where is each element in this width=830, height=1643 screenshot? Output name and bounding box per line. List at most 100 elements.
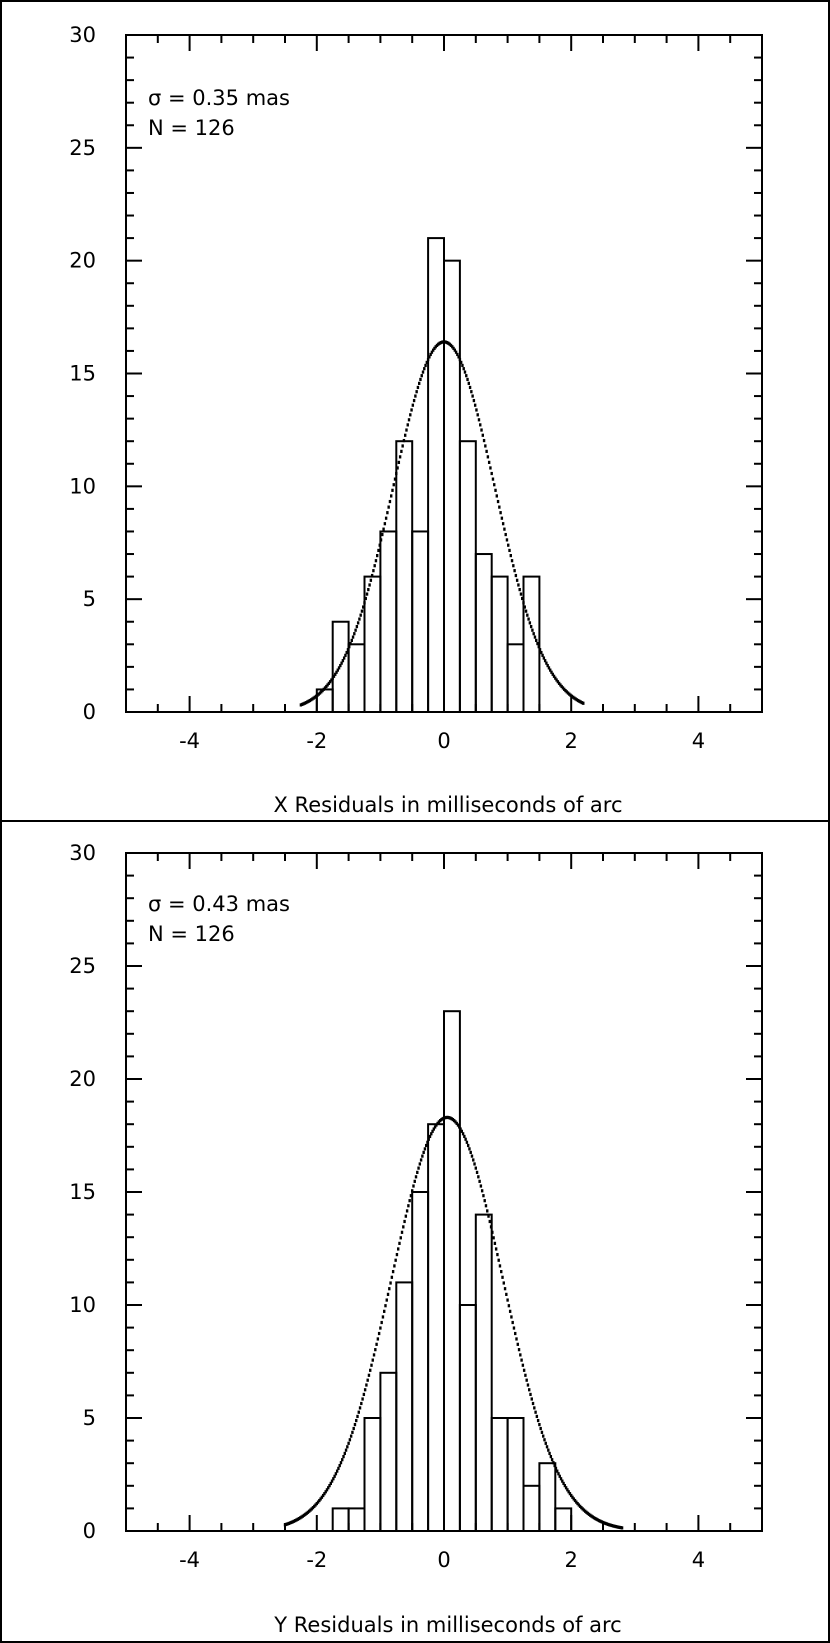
fit-curve-point xyxy=(498,1264,502,1268)
histogram-bar xyxy=(458,1304,477,1532)
fit-curve-point xyxy=(571,1495,574,1499)
fit-curve-point xyxy=(331,676,334,680)
fit-curve-point xyxy=(419,377,422,382)
fit-curve-point xyxy=(437,342,440,346)
fit-curve-point xyxy=(489,466,492,470)
fit-curve-point xyxy=(451,1117,455,1122)
fit-curve-point xyxy=(286,1522,289,1526)
fit-curve-point xyxy=(440,1117,443,1122)
fit-curve-point xyxy=(381,1315,385,1319)
fit-curve-point xyxy=(318,1498,321,1503)
fit-curve-point xyxy=(376,553,379,558)
fit-curve-point xyxy=(454,350,458,354)
fit-curve-point xyxy=(525,1378,528,1382)
fit-curve-point xyxy=(563,1484,567,1488)
fit-curve-point xyxy=(463,370,467,374)
fit-curve-point xyxy=(452,1119,456,1123)
fit-curve-point xyxy=(292,1519,296,1523)
fit-curve-point xyxy=(583,1509,587,1513)
fit-curve-point xyxy=(300,702,304,706)
fit-curve-point xyxy=(343,1451,346,1456)
fit-curve-point xyxy=(351,635,355,639)
y-tick-label: 30 xyxy=(69,841,96,865)
fit-curve-point xyxy=(589,1513,592,1517)
fit-curve-point xyxy=(374,1348,377,1352)
fit-curve-point xyxy=(509,553,512,558)
fit-curve-point xyxy=(335,670,338,674)
top-histogram-panel: 0 5 10 15 20 25 30 -4 -2 0 2 4 σ = 0.35 mas N = 126… xyxy=(0,0,830,822)
fit-curve-point xyxy=(516,1342,519,1346)
fit-curve-point xyxy=(386,511,389,515)
fit-curve-point xyxy=(322,687,325,691)
fit-curve-point xyxy=(285,1522,288,1526)
fit-curve-point xyxy=(555,678,558,682)
fit-curve-point xyxy=(401,444,404,448)
fit-curve-point xyxy=(438,1119,442,1123)
fit-curve-point xyxy=(582,701,585,705)
fit-curve-point xyxy=(581,1507,584,1511)
fit-curve-point xyxy=(330,678,333,682)
fit-curve-point xyxy=(344,1448,348,1452)
fit-curve-point xyxy=(415,390,418,394)
fit-curve-point xyxy=(578,699,581,703)
y-tick-label: 5 xyxy=(83,587,96,611)
fit-curve-point xyxy=(341,659,345,663)
fit-curve-point xyxy=(372,569,375,573)
y-tick-label: 10 xyxy=(69,474,96,498)
fit-curve-point xyxy=(447,341,450,345)
fit-curve-point xyxy=(360,609,364,613)
fit-curve-point xyxy=(538,1422,541,1427)
fit-curve-point xyxy=(596,1518,600,1522)
x-tick-label: 0 xyxy=(437,729,450,753)
fit-curve-point xyxy=(375,1342,378,1346)
fit-curve-point xyxy=(529,1392,532,1397)
fit-curve-point xyxy=(535,638,538,642)
fit-curve-point xyxy=(473,403,477,407)
histogram-bar xyxy=(506,1417,525,1532)
histogram-bar xyxy=(379,1371,398,1533)
fit-curve-point xyxy=(299,1516,302,1520)
fit-curve-point xyxy=(528,621,532,625)
fit-curve-point xyxy=(307,699,310,703)
fit-curve-point xyxy=(367,1373,371,1377)
fit-curve-point xyxy=(547,1448,550,1452)
fit-curve-point xyxy=(419,1158,423,1162)
fit-curve-point xyxy=(566,1488,569,1492)
fit-curve-point xyxy=(533,1406,536,1410)
fit-curve-point xyxy=(426,1140,429,1144)
fit-curve-point xyxy=(541,653,544,657)
fit-curve-point xyxy=(321,688,324,693)
fit-curve-point xyxy=(416,385,420,390)
fit-curve-point xyxy=(507,1304,511,1308)
fit-curve-point xyxy=(538,648,542,652)
fit-curve-point xyxy=(424,363,427,368)
histogram-bar xyxy=(363,1417,382,1532)
fit-curve-point xyxy=(543,1438,546,1442)
y-tick-label: 30 xyxy=(69,23,96,47)
fit-curve-point xyxy=(465,1140,469,1144)
x-tick-label: -4 xyxy=(179,1548,200,1572)
fit-curve-point xyxy=(316,693,319,697)
fit-curve-point xyxy=(382,527,385,531)
fit-curve-point xyxy=(492,1236,495,1240)
fit-curve-point xyxy=(466,377,469,382)
fit-curve-point xyxy=(357,1410,360,1414)
fit-curve-point xyxy=(573,696,576,700)
histogram-bar xyxy=(427,237,446,713)
fit-curve-point xyxy=(381,532,384,537)
fit-curve-point xyxy=(566,691,570,695)
fit-curve-point xyxy=(305,1511,308,1515)
fit-curve-point xyxy=(417,381,421,385)
fit-curve-point xyxy=(501,522,505,526)
fit-curve-point xyxy=(436,1121,439,1125)
fit-curve-point xyxy=(355,1418,358,1423)
count-annotation: N = 126 xyxy=(148,922,235,946)
histogram-bar xyxy=(458,440,477,713)
fit-curve-point xyxy=(505,1292,508,1296)
fit-curve-point xyxy=(332,1477,335,1481)
fit-curve-point xyxy=(394,1258,397,1262)
fit-curve-point xyxy=(356,1414,359,1419)
fit-curve-point xyxy=(334,672,337,676)
fit-curve-point xyxy=(353,1422,357,1427)
sigma-annotation: σ = 0.43 mas xyxy=(148,892,290,916)
